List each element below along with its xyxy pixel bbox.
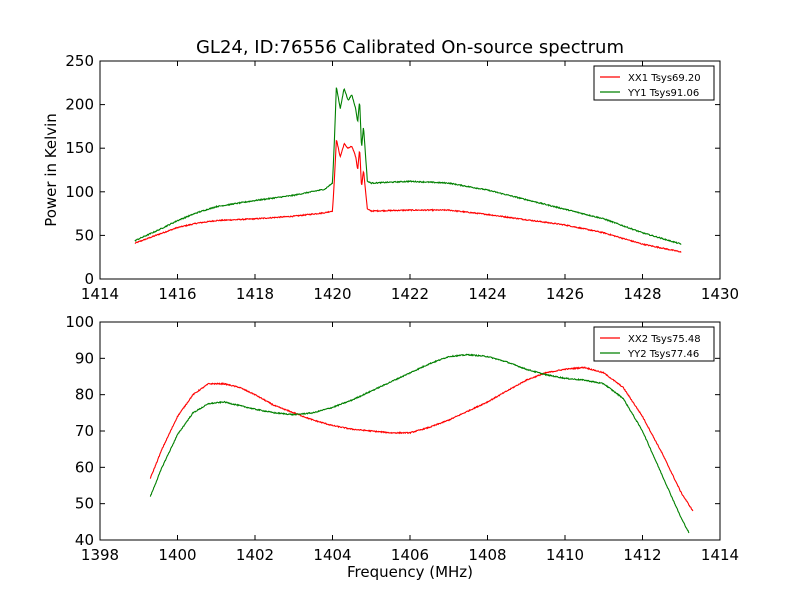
legend-top: XX1 Tsys69.20 YY1 Tsys91.06 xyxy=(593,65,715,101)
x-tick-label-top-2: 1418 xyxy=(236,285,274,303)
y-tick-label-bottom-1: 50 xyxy=(75,495,94,513)
x-tick-label-top-1: 1416 xyxy=(158,285,196,303)
series-bottom xyxy=(149,353,694,534)
x-tick-label-top-6: 1426 xyxy=(546,285,584,303)
y-tick-label-top-4: 200 xyxy=(65,96,94,114)
x-tick-label-bottom-6: 1410 xyxy=(546,546,584,564)
legend-box-top xyxy=(593,65,715,101)
y-tick-label-bottom-6: 100 xyxy=(65,313,94,331)
x-tick-label-bottom-7: 1412 xyxy=(623,546,661,564)
x-tick-label-top-3: 1420 xyxy=(313,285,351,303)
legend-label-top-0: XX1 Tsys69.20 xyxy=(628,73,701,84)
y-tick-label-bottom-5: 90 xyxy=(75,349,94,367)
legend-label-bottom-0: XX2 Tsys75.48 xyxy=(628,334,701,345)
plot-panel-top: 1414 1416 1418 1420 1422 1424 1426 1428 1430 0 50 1… xyxy=(42,52,739,303)
y-tick-label-top-3: 150 xyxy=(65,139,94,157)
axes-frame-bottom xyxy=(99,321,721,541)
y-tick-label-top-2: 100 xyxy=(65,183,94,201)
x-tick-label-bottom-0: 1398 xyxy=(81,546,119,564)
y-tick-label-bottom-3: 70 xyxy=(75,422,94,440)
x-tick-label-bottom-3: 1404 xyxy=(313,546,351,564)
series-top xyxy=(134,87,682,253)
ticks-top: 1414 1416 1418 1420 1422 1424 1426 1428 1430 0 50 1… xyxy=(65,52,739,303)
y-tick-label-bottom-2: 60 xyxy=(75,458,94,476)
legend-label-top-1: YY1 Tsys91.06 xyxy=(627,88,699,99)
series-line-top-0 xyxy=(134,139,682,253)
series-line-bottom-0 xyxy=(149,366,694,512)
series-line-bottom-1 xyxy=(149,353,690,534)
x-tick-label-bottom-8: 1414 xyxy=(701,546,739,564)
axes-frame-top xyxy=(99,60,721,280)
x-tick-label-top-8: 1430 xyxy=(701,285,739,303)
plot-panel-bottom: 1398 1400 1402 1404 1406 1408 1410 1412 1414 40 50… xyxy=(65,313,739,581)
x-tick-label-top-0: 1414 xyxy=(81,285,119,303)
x-axis-label-bottom: Frequency (MHz) xyxy=(347,563,473,581)
series-line-top-1 xyxy=(134,87,682,245)
y-axis-label-top: Power in Kelvin xyxy=(42,113,60,227)
chart-title: GL24, ID:76556 Calibrated On-source spec… xyxy=(196,37,624,58)
y-tick-label-bottom-4: 80 xyxy=(75,386,94,404)
ticks-bottom: 1398 1400 1402 1404 1406 1408 1410 1412 1414 40 50… xyxy=(65,313,739,564)
x-tick-label-top-5: 1424 xyxy=(468,285,506,303)
y-tick-label-top-0: 0 xyxy=(84,270,94,288)
x-tick-label-top-7: 1428 xyxy=(623,285,661,303)
legend-label-bottom-1: YY2 Tsys77.46 xyxy=(627,349,699,360)
x-tick-label-bottom-2: 1402 xyxy=(236,546,274,564)
legend-bottom: XX2 Tsys75.48 YY2 Tsys77.46 xyxy=(593,326,715,362)
x-tick-label-bottom-4: 1406 xyxy=(391,546,429,564)
legend-box-bottom xyxy=(593,326,715,362)
x-tick-label-bottom-1: 1400 xyxy=(158,546,196,564)
y-tick-label-top-1: 50 xyxy=(75,226,94,244)
y-tick-label-bottom-0: 40 xyxy=(75,531,94,549)
x-tick-label-bottom-5: 1408 xyxy=(468,546,506,564)
y-tick-label-top-5: 250 xyxy=(65,52,94,70)
x-tick-label-top-4: 1422 xyxy=(391,285,429,303)
